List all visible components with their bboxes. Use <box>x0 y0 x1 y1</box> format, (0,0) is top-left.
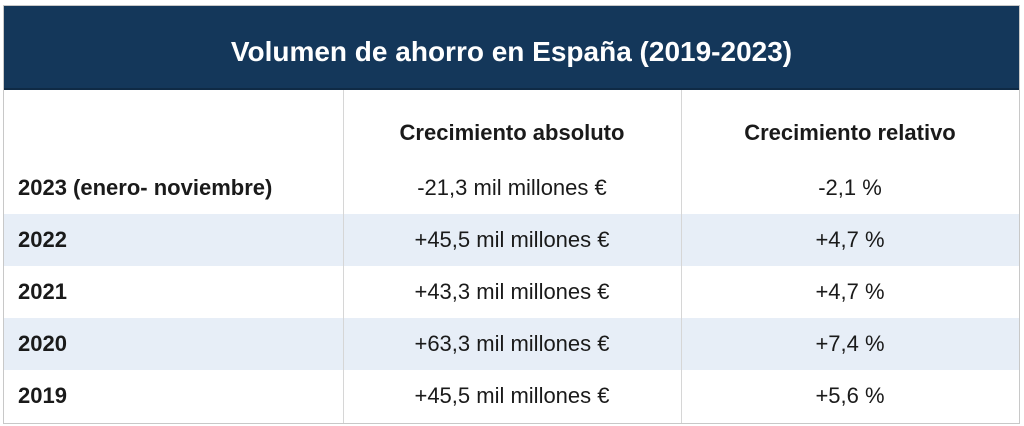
table-title: Volumen de ahorro en España (2019-2023) <box>230 36 793 67</box>
row-absolute-growth: -21,3 mil millones € <box>417 175 607 200</box>
row-absolute-growth: +45,5 mil millones € <box>414 383 610 408</box>
row-relative-growth: -2,1 % <box>818 175 882 200</box>
row-year: 2019 <box>18 383 67 408</box>
header-relative-growth: Crecimiento relativo <box>744 120 956 145</box>
table-row: 2021 +43,3 mil millones € +4,7 % <box>4 266 1019 318</box>
table-row: 2023 (enero- noviembre) -21,3 mil millon… <box>4 162 1019 214</box>
table-row: 2020 +63,3 mil millones € +7,4 % <box>4 318 1019 370</box>
column-divider <box>681 90 682 423</box>
row-relative-growth: +4,7 % <box>815 227 885 252</box>
header-year <box>4 90 343 162</box>
table-row: 2019 +45,5 mil millones € +5,6 % <box>4 370 1019 422</box>
row-relative-growth: +4,7 % <box>815 279 885 304</box>
table-header-row: Crecimiento absoluto Crecimiento relativ… <box>4 90 1019 162</box>
row-absolute-growth: +43,3 mil millones € <box>414 279 610 304</box>
row-absolute-growth: +63,3 mil millones € <box>414 331 610 356</box>
row-absolute-growth: +45,5 mil millones € <box>414 227 610 252</box>
row-relative-growth: +5,6 % <box>815 383 885 408</box>
header-absolute-growth: Crecimiento absoluto <box>399 120 625 145</box>
row-relative-growth: +7,4 % <box>815 331 885 356</box>
table-row: 2022 +45,5 mil millones € +4,7 % <box>4 214 1019 266</box>
table-body: Crecimiento absoluto Crecimiento relativ… <box>4 90 1019 423</box>
row-year: 2021 <box>18 279 67 304</box>
column-divider <box>343 90 344 423</box>
row-year: 2023 (enero- noviembre) <box>18 175 273 200</box>
row-year: 2020 <box>18 331 67 356</box>
savings-table: Volumen de ahorro en España (2019-2023) … <box>3 5 1020 424</box>
row-year: 2022 <box>18 227 67 252</box>
table-title-bar: Volumen de ahorro en España (2019-2023) <box>4 6 1019 90</box>
